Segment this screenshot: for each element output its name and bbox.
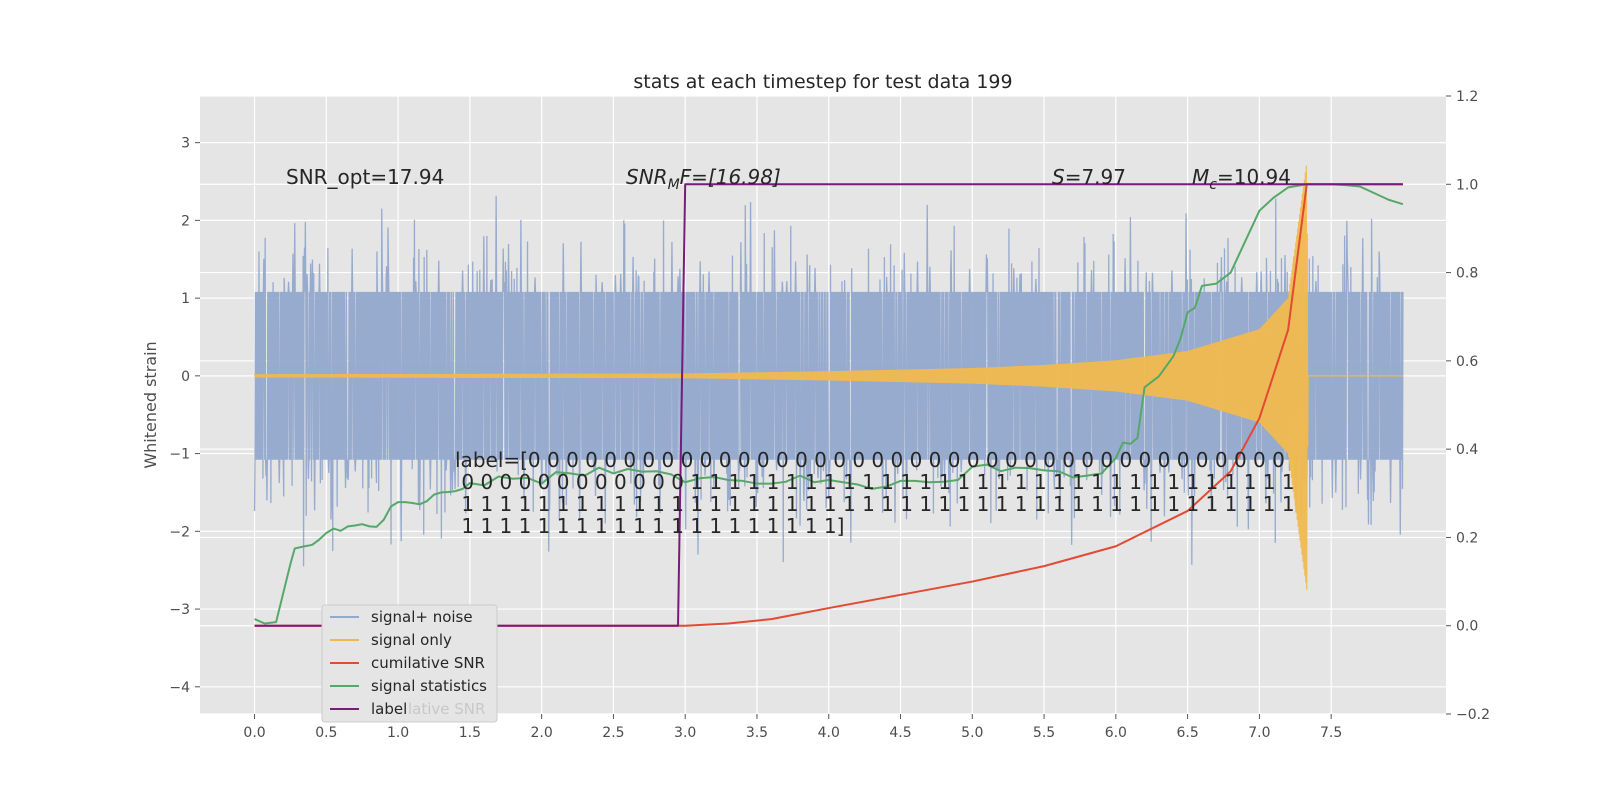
x-tick-label: 1.0 bbox=[387, 725, 409, 741]
y-axis-left: 3 2 1 0 −1 −2 −3 −4 bbox=[169, 136, 200, 696]
label-line-2: 0 0 0 0 0 0 0 0 0 0 0 0 1 1 1 1 1 1 1 1 … bbox=[455, 470, 1295, 494]
x-tick-label: 2.5 bbox=[602, 725, 624, 741]
label-line-1: label=[0 0 0 0 0 0 0 0 0 0 0 0 0 0 0 0 0… bbox=[455, 448, 1285, 472]
y2-tick-label: 1.2 bbox=[1456, 89, 1478, 105]
y-tick-label: 3 bbox=[181, 136, 190, 152]
snr-mf-value: F=[16.98] bbox=[680, 165, 781, 189]
legend-box bbox=[321, 604, 498, 723]
cumulative-snr-series bbox=[254, 183, 1403, 627]
y2-tick-label: 1.0 bbox=[1456, 177, 1478, 193]
x-axis: 0.0 0.5 1.0 1.5 2.0 2.5 3.0 3.5 4.0 4.5 5.0 5.5 6.0 6… bbox=[243, 714, 1342, 741]
y2-tick-label: 0.4 bbox=[1456, 442, 1478, 458]
x-tick-label: 1.5 bbox=[459, 725, 481, 741]
mc-annotation: Mc=10.94 bbox=[1192, 165, 1291, 193]
signal-noise-line bbox=[253, 195, 1404, 567]
snr-mf-symbol: SNR bbox=[626, 165, 668, 189]
legend: signal+ noise signal only cumilative SNR… bbox=[321, 604, 498, 723]
label-line-4: 1 1 1 1 1 1 1 1 1 1 1 1 1 1 1 1 1 1 1 1] bbox=[455, 514, 844, 538]
x-tick-label: 0.5 bbox=[315, 725, 337, 741]
label-line-3: 1 1 1 1 1 1 1 1 1 1 1 1 1 1 1 1 1 1 1 1 … bbox=[455, 492, 1295, 516]
y-tick-label: 2 bbox=[181, 213, 190, 229]
s-annotation: S=7.97 bbox=[1052, 165, 1126, 189]
x-tick-label: 5.0 bbox=[961, 725, 983, 741]
snr-mf-annotation: SNRMF=[16.98] bbox=[626, 165, 781, 193]
legend-overlap-text: lative SNR bbox=[408, 700, 485, 718]
x-tick-label: 4.0 bbox=[818, 725, 840, 741]
chart-title: stats at each timestep for test data 199 bbox=[633, 71, 1012, 93]
legend-label-cumulative-snr: cumilative SNR bbox=[371, 654, 485, 672]
mc-symbol: M bbox=[1192, 165, 1209, 189]
mc-value: =10.94 bbox=[1217, 165, 1291, 189]
x-tick-label: 5.5 bbox=[1033, 725, 1055, 741]
x-tick-label: 6.5 bbox=[1176, 725, 1198, 741]
y-tick-label: −3 bbox=[169, 602, 190, 618]
s-value: =7.97 bbox=[1065, 165, 1126, 189]
y-tick-label: −4 bbox=[169, 680, 190, 696]
y-tick-label: −1 bbox=[169, 447, 190, 463]
y-axis-label: Whitened strain bbox=[141, 341, 160, 468]
y2-tick-label: 0.8 bbox=[1456, 266, 1478, 282]
signal-noise-series bbox=[253, 195, 1404, 567]
signal-statistics-line bbox=[254, 183, 1404, 625]
x-tick-label: 4.5 bbox=[889, 725, 911, 741]
signal-statistics-series bbox=[254, 183, 1404, 625]
y-tick-label: 0 bbox=[181, 369, 190, 385]
legend-label-signal-noise: signal+ noise bbox=[371, 608, 473, 626]
y2-tick-label: 0.2 bbox=[1456, 530, 1478, 546]
x-tick-label: 6.0 bbox=[1105, 725, 1127, 741]
y-tick-label: 1 bbox=[181, 291, 190, 307]
x-tick-label: 3.5 bbox=[746, 725, 768, 741]
x-tick-label: 2.0 bbox=[531, 725, 553, 741]
legend-label-signal-statistics: signal statistics bbox=[371, 677, 487, 695]
legend-label-label: label bbox=[371, 700, 407, 718]
s-symbol: S bbox=[1052, 165, 1065, 189]
x-tick-label: 7.5 bbox=[1320, 725, 1342, 741]
y-axis-right: 1.2 1.0 0.8 0.6 0.4 0.2 0.0 −0.2 bbox=[1446, 89, 1490, 723]
y2-tick-label: 0.6 bbox=[1456, 354, 1478, 370]
x-tick-label: 3.0 bbox=[674, 725, 696, 741]
label-annotation: label=[0 0 0 0 0 0 0 0 0 0 0 0 0 0 0 0 0… bbox=[455, 448, 1326, 538]
signal-only-line bbox=[253, 165, 1403, 590]
signal-only-series bbox=[253, 165, 1403, 590]
y2-tick-label: 0.0 bbox=[1456, 619, 1478, 635]
y2-tick-label: −0.2 bbox=[1456, 707, 1490, 723]
y-tick-label: −2 bbox=[169, 524, 190, 540]
snr-opt-annotation: SNR_opt=17.94 bbox=[286, 165, 444, 189]
snr-mf-subscript: M bbox=[668, 177, 680, 193]
mc-subscript: c bbox=[1209, 177, 1217, 193]
x-tick-label: 0.0 bbox=[243, 725, 265, 741]
legend-label-signal-only: signal only bbox=[371, 631, 452, 649]
x-tick-label: 7.0 bbox=[1248, 725, 1270, 741]
cumulative-snr-line bbox=[254, 183, 1403, 627]
